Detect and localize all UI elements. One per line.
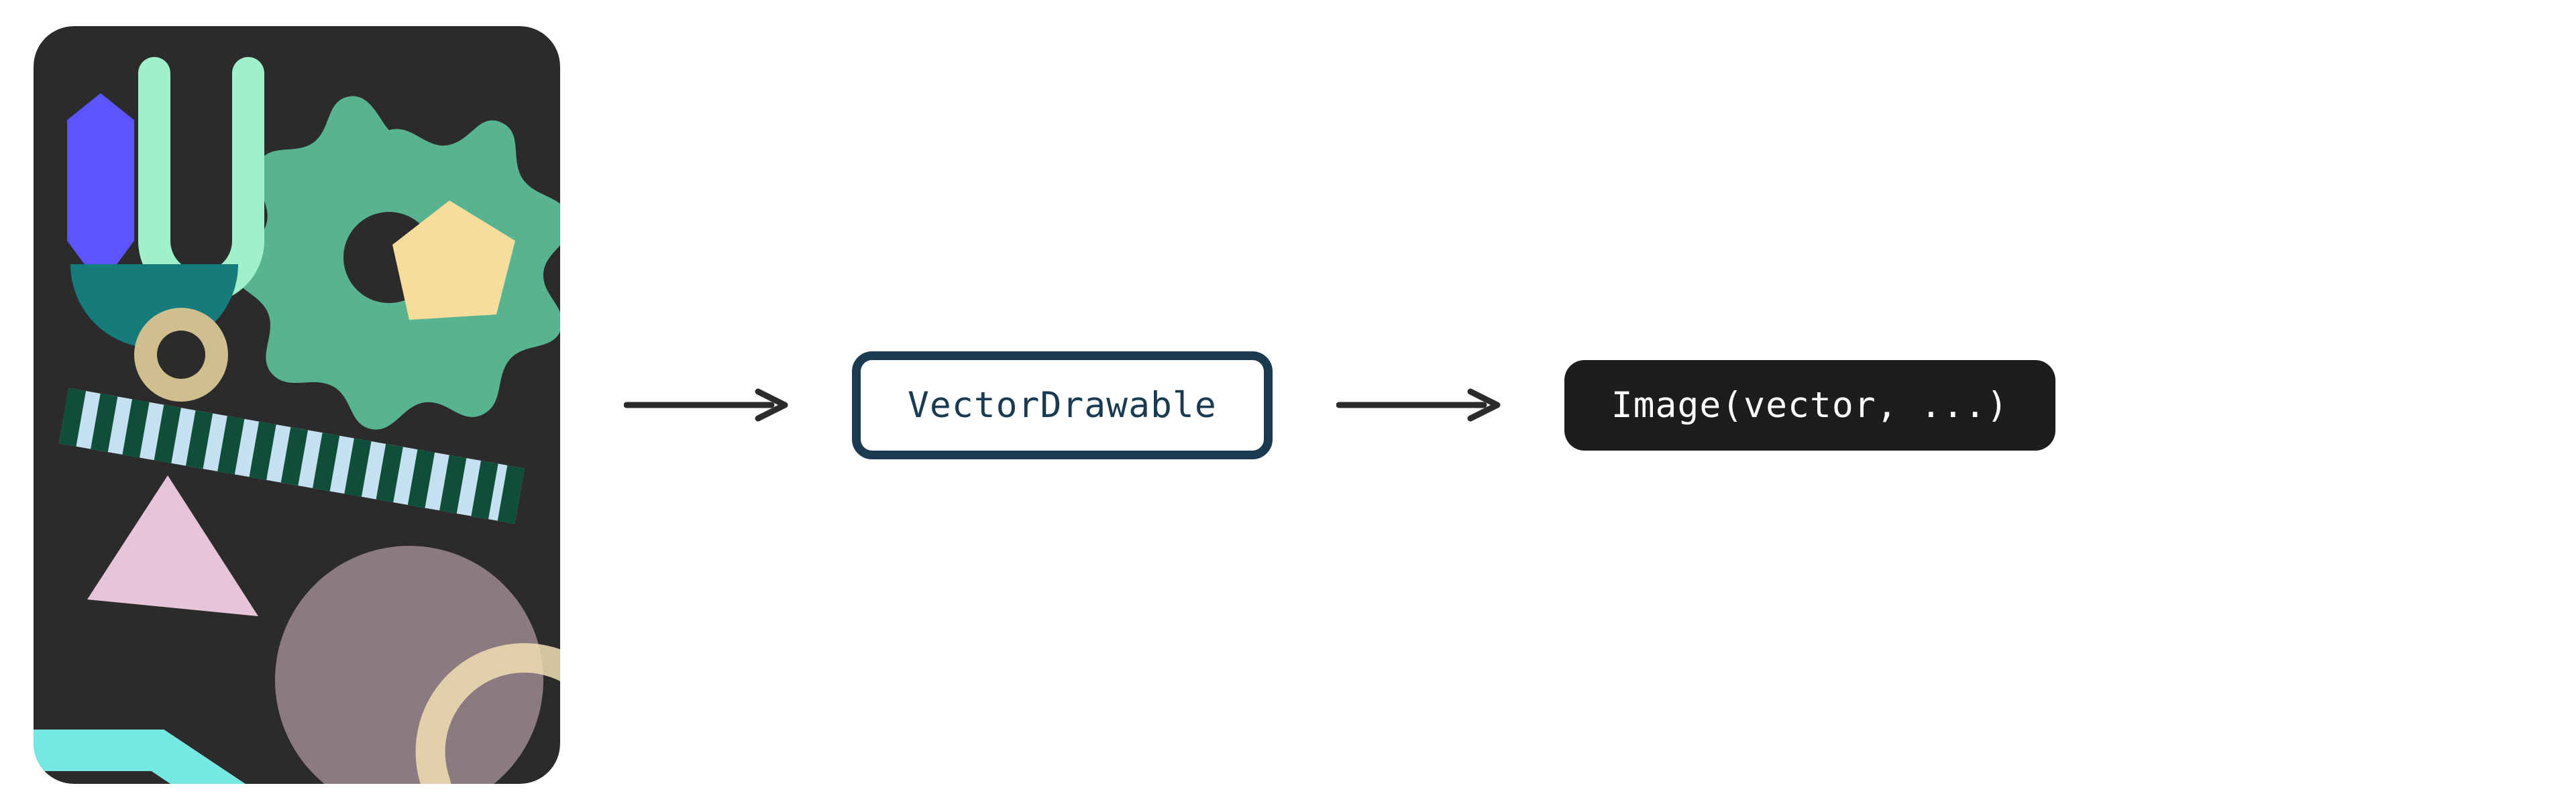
flow-diagram: VectorDrawable Image(vector, ...) bbox=[34, 26, 2055, 784]
image-composable-label: Image(vector, ...) bbox=[1611, 385, 2008, 426]
image-composable-box: Image(vector, ...) bbox=[1564, 360, 2055, 451]
vector-drawable-label: VectorDrawable bbox=[908, 385, 1217, 426]
arrow-icon bbox=[624, 388, 788, 422]
illustration-svg bbox=[34, 26, 560, 784]
vector-illustration-card bbox=[34, 26, 560, 784]
vector-drawable-box: VectorDrawable bbox=[852, 351, 1273, 459]
arrow-icon bbox=[1336, 388, 1501, 422]
